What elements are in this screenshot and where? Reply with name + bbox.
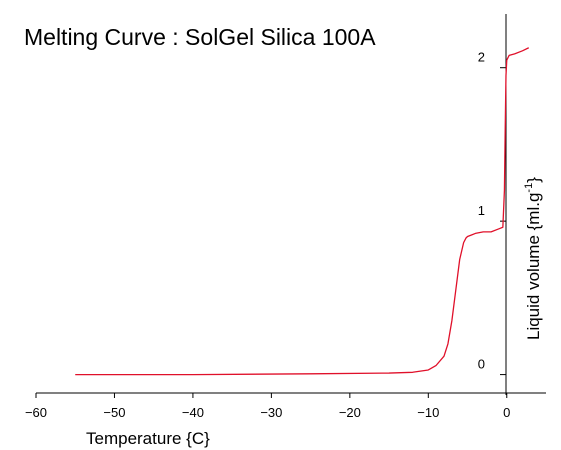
chart-title: Melting Curve : SolGel Silica 100A: [24, 24, 376, 50]
x-tick-label: −30: [260, 405, 282, 420]
y-tick-label: 1: [478, 203, 485, 218]
x-tick-label: −60: [25, 405, 47, 420]
x-axis-ticks: −60 −50 −40 −30 −20 −10 0: [25, 393, 510, 420]
y-axis-label-main: Liquid volume {ml.g: [524, 193, 543, 340]
y-axis-label: Liquid volume {ml.g-1}: [523, 177, 543, 340]
y-tick-label: 2: [478, 50, 485, 65]
x-tick-label: −20: [339, 405, 361, 420]
y-axis-label-superscript: -1: [523, 183, 535, 193]
series-layer: [75, 47, 530, 376]
x-tick-label: −40: [182, 405, 204, 420]
x-tick-label: −50: [103, 405, 125, 420]
x-tick-label: 0: [503, 405, 510, 420]
y-axis-label-close: }: [524, 177, 543, 183]
y-axis-ticks: 0 1 2: [478, 50, 506, 376]
x-axis-label: Temperature {C}: [86, 429, 210, 448]
y-tick-label: 0: [478, 357, 485, 372]
series-line: [75, 47, 530, 376]
x-tick-label: −10: [417, 405, 439, 420]
